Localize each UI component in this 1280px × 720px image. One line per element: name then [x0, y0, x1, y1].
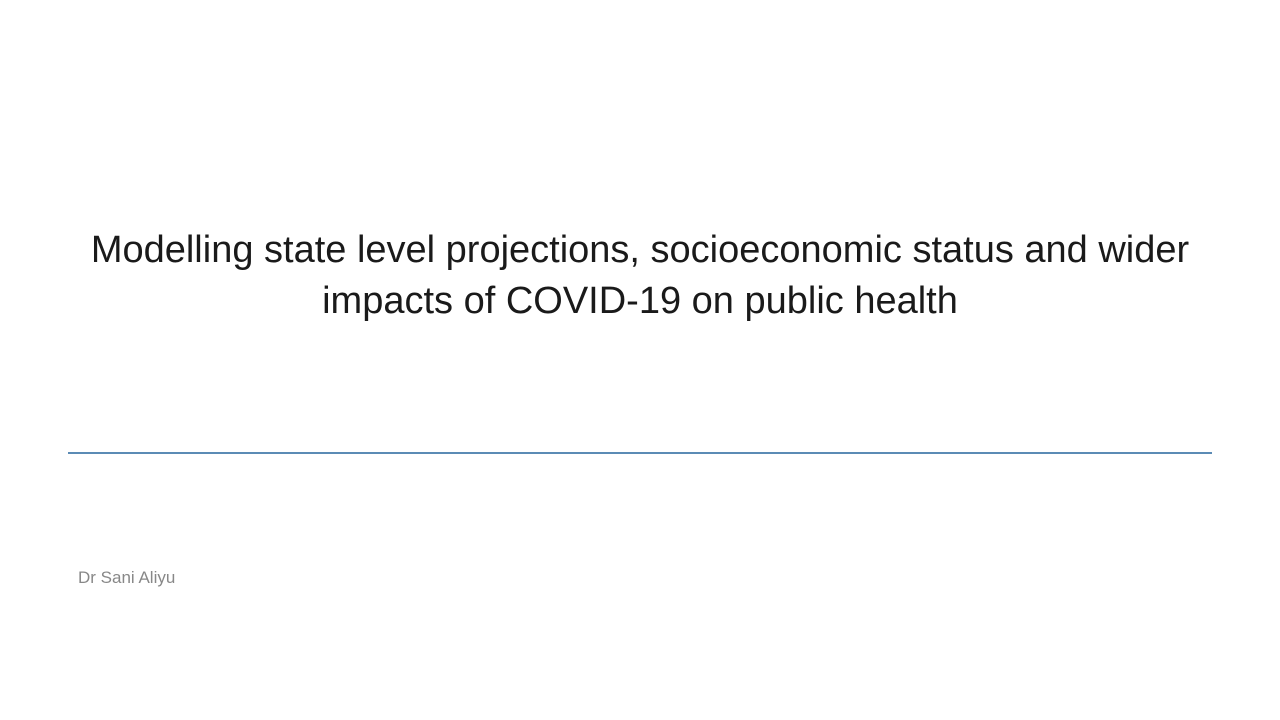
divider-line — [68, 452, 1212, 454]
slide-title: Modelling state level projections, socio… — [68, 225, 1212, 328]
slide-container: Modelling state level projections, socio… — [0, 0, 1280, 720]
author-name: Dr Sani Aliyu — [78, 568, 175, 588]
